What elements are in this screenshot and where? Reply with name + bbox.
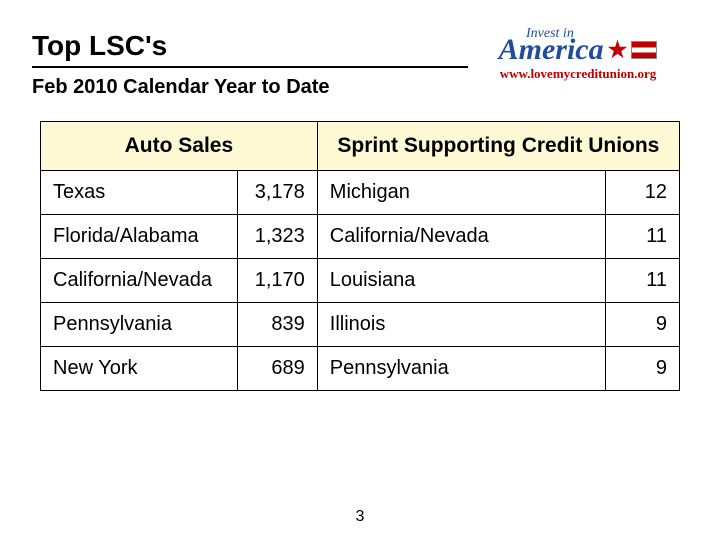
right-state: Illinois	[317, 303, 605, 347]
left-value: 689	[237, 347, 317, 391]
slide: Top LSC's Feb 2010 Calendar Year to Date…	[0, 0, 720, 391]
table-header-row: Auto Sales Sprint Supporting Credit Unio…	[41, 122, 680, 171]
right-state: Michigan	[317, 171, 605, 215]
left-value: 1,170	[237, 259, 317, 303]
table-wrap: Auto Sales Sprint Supporting Credit Unio…	[32, 121, 688, 391]
left-state: Texas	[41, 171, 238, 215]
right-state: Louisiana	[317, 259, 605, 303]
table-row: Texas 3,178 Michigan 12	[41, 171, 680, 215]
lsc-table: Auto Sales Sprint Supporting Credit Unio…	[40, 121, 680, 391]
right-value: 11	[605, 215, 679, 259]
left-state: Florida/Alabama	[41, 215, 238, 259]
right-value: 9	[605, 303, 679, 347]
logo-url: www.lovemycreditunion.org	[468, 66, 688, 82]
right-value: 12	[605, 171, 679, 215]
table-row: Florida/Alabama 1,323 California/Nevada …	[41, 215, 680, 259]
table-row: New York 689 Pennsylvania 9	[41, 347, 680, 391]
title-block: Top LSC's Feb 2010 Calendar Year to Date	[32, 30, 468, 99]
star-icon: ★	[608, 40, 628, 60]
title-divider	[32, 66, 468, 68]
left-value: 3,178	[237, 171, 317, 215]
table-row: Pennsylvania 839 Illinois 9	[41, 303, 680, 347]
left-value: 839	[237, 303, 317, 347]
header-row: Top LSC's Feb 2010 Calendar Year to Date…	[32, 30, 688, 99]
left-state: New York	[41, 347, 238, 391]
page-title: Top LSC's	[32, 30, 468, 62]
flag-icon	[631, 41, 657, 59]
logo-america-text: America★	[499, 36, 658, 63]
right-state: California/Nevada	[317, 215, 605, 259]
right-value: 11	[605, 259, 679, 303]
left-value: 1,323	[237, 215, 317, 259]
page-number: 3	[0, 508, 720, 526]
right-value: 9	[605, 347, 679, 391]
right-state: Pennsylvania	[317, 347, 605, 391]
logo: Invest in America★ www.lovemycreditunion…	[468, 26, 688, 82]
table-row: California/Nevada 1,170 Louisiana 11	[41, 259, 680, 303]
header-auto-sales: Auto Sales	[41, 122, 318, 171]
header-sprint: Sprint Supporting Credit Unions	[317, 122, 679, 171]
left-state: Pennsylvania	[41, 303, 238, 347]
logo-america-word: America	[499, 36, 604, 63]
left-state: California/Nevada	[41, 259, 238, 303]
subtitle: Feb 2010 Calendar Year to Date	[32, 76, 468, 99]
